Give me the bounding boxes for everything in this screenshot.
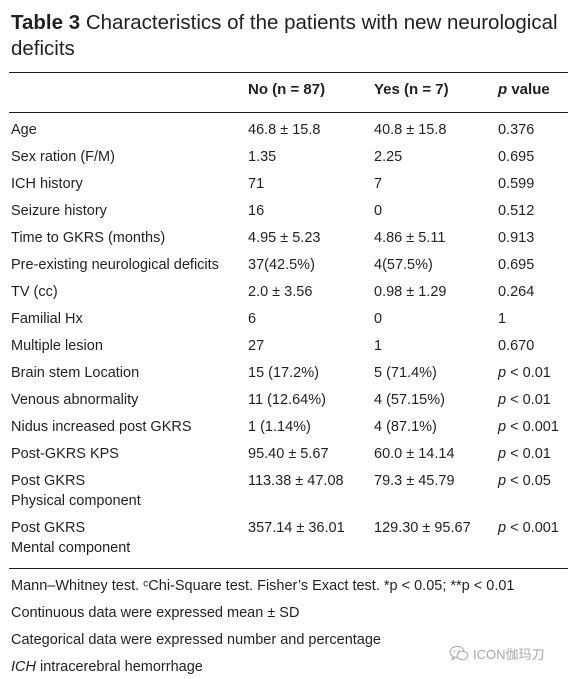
bottom-rule [9,568,568,569]
cell-p-value: p < 0.05 [498,473,551,489]
cell-yes: 40.8 ± 15.8 [374,122,447,138]
cell-no: 71 [248,176,265,192]
cell-yes: 60.0 ± 14.14 [374,446,455,462]
row-label: Post-GKRS KPS [11,446,119,462]
cell-no: 15 (17.2%) [248,365,319,381]
cell-no: 27 [248,338,265,354]
header-no: No (n = 87) [248,81,326,98]
row-label: Post GKRS [11,473,86,489]
cell-no: 11 (12.64%) [248,392,326,408]
row-sublabel: Physical component [11,493,141,509]
header-p-value: p value [498,80,550,100]
row-label: Time to GKRS (months) [11,230,166,246]
row-label: Brain stem Location [11,365,140,381]
header-p-rest: value [507,81,550,98]
header-p-italic: p [498,81,508,98]
cell-p-value: 0.695 [498,149,535,165]
abbr-term: ICH [11,659,36,675]
row-label: Seizure history [11,203,107,219]
row-label: TV (cc) [11,284,58,300]
cell-p-value: p < 0.01 [498,365,551,381]
cell-p-value: 0.670 [498,338,535,354]
watermark: ICON伽玛刀 [449,643,545,663]
row-label: Sex ration (F/M) [11,149,115,165]
abbr-definition: intracerebral hemorrhage [35,659,203,675]
cell-no: 37(42.5%) [248,257,315,273]
row-label: Pre-existing neurological deficits [11,257,219,273]
header-yes: Yes (n = 7) [374,81,449,98]
cell-yes: 129.30 ± 95.67 [374,520,471,536]
cell-no: 6 [248,311,257,327]
cell-yes: 4(57.5%) [374,257,433,273]
cell-p-value: 0.264 [498,284,535,300]
row-label: Age [11,122,37,138]
cell-p-value: 0.599 [498,176,535,192]
cell-yes: 4.86 ± 5.11 [374,230,446,246]
row-label: ICH history [11,176,83,192]
cell-yes: 4 (57.15%) [374,392,445,408]
row-label: Familial Hx [11,311,83,327]
cell-no: 1 (1.14%) [248,419,311,435]
table-title: Table 3 Characteristics of the patients … [11,10,567,62]
table-number: Table 3 [11,11,81,34]
table-caption: Characteristics of the patients with new… [11,11,558,60]
row-label: Nidus increased post GKRS [11,419,192,435]
cell-p-value: 0.512 [498,203,535,219]
cell-yes: 79.3 ± 45.79 [374,473,455,489]
cell-no: 2.0 ± 3.56 [248,284,313,300]
cell-p-value: 0.695 [498,257,535,273]
cell-p-value: p < 0.001 [498,520,559,536]
cell-yes: 5 (71.4%) [374,365,437,381]
cell-yes: 4 (87.1%) [374,419,437,435]
footnote-abbreviation: ICH intracerebral hemorrhage [11,657,203,677]
cell-no: 1.35 [248,149,277,165]
cell-no: 95.40 ± 5.67 [248,446,329,462]
cell-yes: 0 [374,311,383,327]
cell-no: 113.38 ± 47.08 [248,473,344,489]
cell-p-value: p < 0.01 [498,446,551,462]
row-label: Multiple lesion [11,338,103,354]
wechat-icon [449,645,469,662]
footnote-categorical: Categorical data were expressed number a… [11,632,381,648]
cell-yes: 2.25 [374,149,403,165]
top-rule [9,72,568,73]
cell-p-value: 1 [498,311,507,327]
cell-no: 16 [248,203,265,219]
footnote-tests: Mann–Whitney test. ᶜChi-Square test. Fis… [11,578,515,594]
row-label: Post GKRS [11,520,86,536]
row-sublabel: Mental component [11,540,131,556]
cell-p-value: p < 0.01 [498,392,551,408]
watermark-text: ICON伽玛刀 [473,646,545,662]
cell-yes: 1 [374,338,383,354]
cell-p-value: 0.913 [498,230,535,246]
cell-no: 46.8 ± 15.8 [248,122,321,138]
cell-p-value: 0.376 [498,122,535,138]
cell-yes: 0.98 ± 1.29 [374,284,447,300]
cell-no: 4.95 ± 5.23 [248,230,321,246]
footnote-continuous: Continuous data were expressed mean ± SD [11,605,300,621]
cell-p-value: p < 0.001 [498,419,559,435]
row-label: Venous abnormality [11,392,139,408]
cell-yes: 7 [374,176,383,192]
cell-yes: 0 [374,203,383,219]
header-rule [9,112,568,113]
cell-no: 357.14 ± 36.01 [248,520,345,536]
